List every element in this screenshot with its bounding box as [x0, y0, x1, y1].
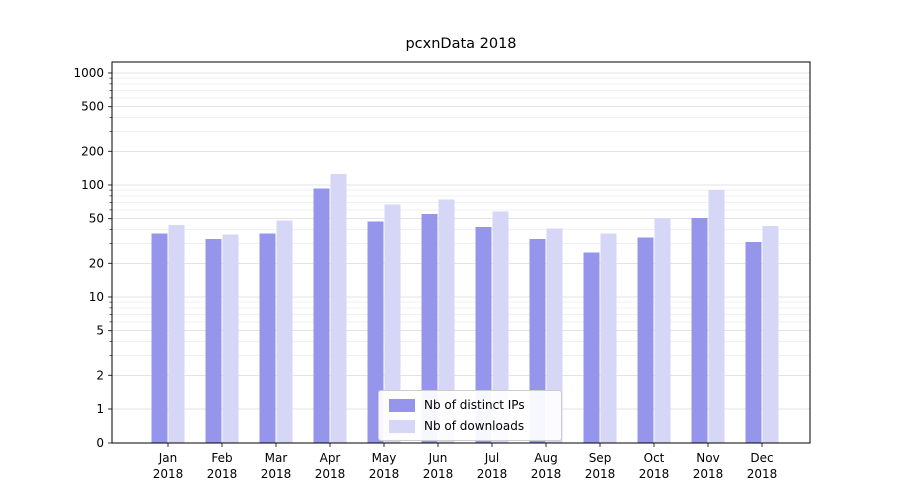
y-tick-label: 20 — [89, 256, 104, 270]
plot-frame — [111, 61, 811, 444]
bar-distinct-ips-jan — [151, 233, 168, 443]
bar-downloads-nov — [708, 190, 725, 443]
bar-distinct-ips-jun — [421, 214, 438, 443]
y-tick-label: 100 — [81, 178, 104, 192]
x-tick-label-month: Jul — [484, 451, 499, 465]
x-tick-label-year: 2018 — [153, 467, 184, 481]
bar-distinct-ips-apr — [313, 188, 330, 443]
x-tick-label-month: Sep — [589, 451, 612, 465]
x-tick-label-year: 2018 — [315, 467, 346, 481]
bar-downloads-jan — [168, 224, 185, 443]
y-tick-label: 0 — [96, 436, 104, 450]
bar-distinct-ips-jul — [475, 227, 492, 443]
y-tick-label: 500 — [81, 100, 104, 114]
bar-distinct-ips-may — [367, 221, 384, 443]
y-tick-label: 10 — [89, 290, 104, 304]
chart-title: pcxnData 2018 — [405, 36, 517, 52]
y-tick-label: 1 — [96, 402, 104, 416]
bar-downloads-mar — [276, 220, 293, 443]
x-tick-label-month: Mar — [265, 451, 288, 465]
bar-downloads-aug — [546, 228, 563, 443]
y-tick-label: 50 — [89, 212, 104, 226]
bar-downloads-jul — [492, 211, 509, 443]
x-tick-label-month: Aug — [534, 451, 557, 465]
bar-downloads-dec — [762, 226, 779, 443]
legend: Nb of distinct IPs Nb of downloads — [378, 390, 562, 441]
bar-distinct-ips-nov — [691, 217, 708, 443]
legend-swatch-downloads — [389, 419, 415, 433]
y-tick-label: 2 — [96, 368, 104, 382]
x-tick-label-month: Apr — [320, 451, 341, 465]
x-tick-label-year: 2018 — [693, 467, 724, 481]
x-tick-label-year: 2018 — [477, 467, 508, 481]
x-tick-label-month: Jan — [158, 451, 178, 465]
x-tick-label-year: 2018 — [747, 467, 778, 481]
y-tick-label: 200 — [81, 144, 104, 158]
x-tick-label-year: 2018 — [639, 467, 670, 481]
legend-swatch-distinct-ips — [389, 398, 415, 412]
y-tick-label: 1000 — [73, 66, 104, 80]
y-tick-label: 5 — [96, 324, 104, 338]
x-tick-label-month: Jun — [428, 451, 448, 465]
x-tick-label-year: 2018 — [261, 467, 292, 481]
x-tick-label-month: Dec — [750, 451, 773, 465]
x-tick-label-year: 2018 — [207, 467, 238, 481]
bar-downloads-feb — [222, 234, 239, 443]
legend-label-downloads: Nb of downloads — [424, 419, 525, 433]
bar-distinct-ips-sep — [583, 252, 600, 443]
x-tick-label-year: 2018 — [531, 467, 562, 481]
x-tick-label-month: Oct — [644, 451, 665, 465]
legend-item-distinct-ips: Nb of distinct IPs — [389, 398, 547, 412]
bar-distinct-ips-oct — [637, 237, 654, 443]
x-tick-label-month: May — [372, 451, 397, 465]
bar-downloads-oct — [654, 218, 671, 443]
x-tick-label-month: Feb — [211, 451, 232, 465]
bar-downloads-jun — [438, 199, 455, 443]
bar-downloads-sep — [600, 233, 617, 443]
bar-downloads-may — [384, 204, 401, 443]
x-tick-label-year: 2018 — [369, 467, 400, 481]
bar-distinct-ips-dec — [745, 241, 762, 443]
bar-distinct-ips-feb — [205, 238, 222, 443]
legend-label-distinct-ips: Nb of distinct IPs — [424, 398, 525, 412]
bar-downloads-apr — [330, 174, 347, 444]
x-tick-label-year: 2018 — [423, 467, 454, 481]
x-tick-label-month: Nov — [696, 451, 719, 465]
legend-item-downloads: Nb of downloads — [389, 419, 547, 433]
bar-distinct-ips-mar — [259, 233, 276, 443]
x-tick-label-year: 2018 — [585, 467, 616, 481]
